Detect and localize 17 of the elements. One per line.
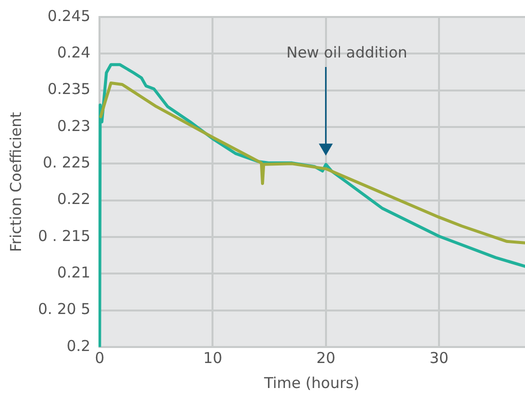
y-tick-label: 0 . 215 [38,226,90,245]
y-tick-label: 0.235 [48,80,90,98]
y-tick-label: 0.22 [57,190,90,208]
x-tick-label: 10 [203,348,222,367]
y-tick-label: 0.2 [66,336,90,355]
x-axis-title: Time (hours) [263,374,360,392]
y-tick-label: 0. 20 5 [38,300,90,318]
annotation: New oil addition [286,43,408,62]
y-axis-title: Friction Coefficient [6,112,25,252]
y-tick-label: 0. 225 [42,154,90,172]
y-tick-label: 0.21 [57,264,90,282]
x-tick-label: 30 [429,348,449,367]
y-tick-label: 0.245 [48,6,90,25]
y-tick-label: 0.23 [57,116,90,135]
y-tick-label: 0.24 [57,44,90,62]
x-tick-label: 0 [94,348,104,367]
x-tick-label: 20 [316,348,336,367]
